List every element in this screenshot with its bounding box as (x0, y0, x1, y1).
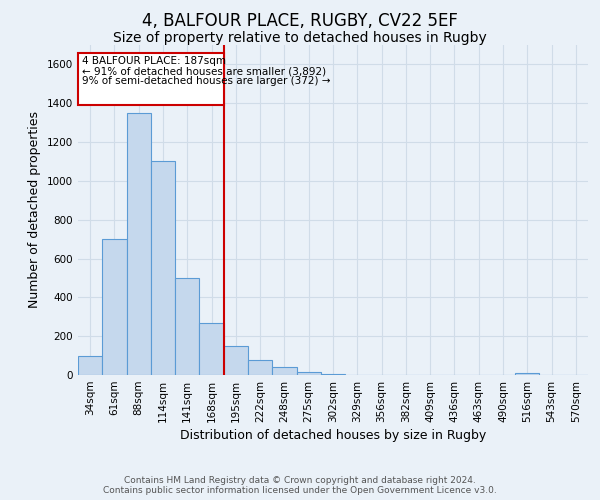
Bar (515, 374, 539, 375)
Bar (321, 374, 345, 375)
FancyBboxPatch shape (78, 53, 224, 105)
Text: 4, BALFOUR PLACE, RUGBY, CV22 5EF: 4, BALFOUR PLACE, RUGBY, CV22 5EF (142, 12, 458, 30)
Bar (272, 367, 296, 375)
Bar (199, 322, 224, 375)
Bar (224, 346, 248, 375)
Bar (175, 278, 199, 375)
Text: 4 BALFOUR PLACE: 187sqm: 4 BALFOUR PLACE: 187sqm (82, 56, 226, 66)
Bar (127, 113, 151, 375)
Text: Contains HM Land Registry data © Crown copyright and database right 2024.
Contai: Contains HM Land Registry data © Crown c… (103, 476, 497, 495)
Bar (248, 360, 272, 375)
X-axis label: Distribution of detached houses by size in Rugby: Distribution of detached houses by size … (180, 429, 486, 442)
Y-axis label: Number of detached properties: Number of detached properties (28, 112, 41, 308)
Text: Size of property relative to detached houses in Rugby: Size of property relative to detached ho… (113, 31, 487, 45)
Bar (102, 239, 127, 375)
Text: 9% of semi-detached houses are larger (372) →: 9% of semi-detached houses are larger (3… (82, 76, 330, 86)
Bar (78, 356, 102, 375)
Text: ← 91% of detached houses are smaller (3,892): ← 91% of detached houses are smaller (3,… (82, 66, 326, 76)
Bar (296, 372, 321, 375)
Bar (151, 162, 175, 375)
